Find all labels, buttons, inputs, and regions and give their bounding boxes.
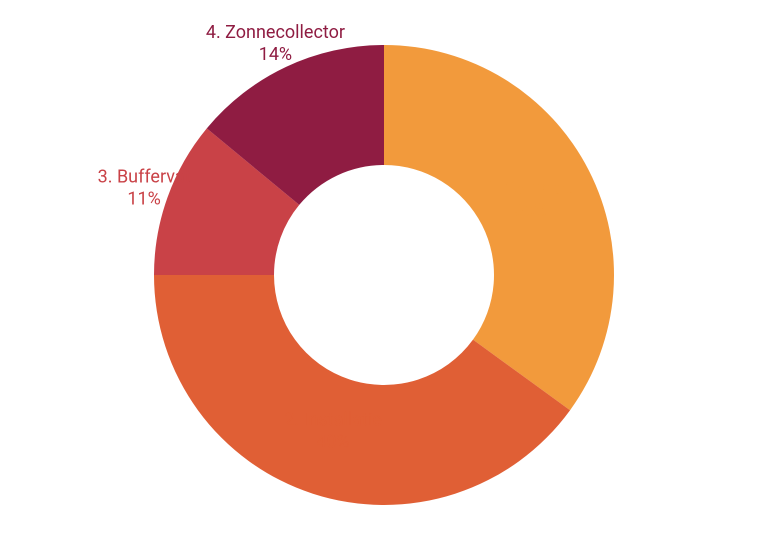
slice-pct-3: 11%: [127, 188, 160, 209]
slice-pct-2: 40%: [316, 432, 349, 453]
donut-svg: 1. Cv-haard35% 2. Installatie40% 3. Buffer…: [0, 0, 768, 550]
slice-pct-4: 14%: [259, 44, 292, 65]
donut-chart: 1. Cv-haard35% 2. Installatie40% 3. Buffer…: [0, 0, 768, 550]
slice-label-4: 4. Zonnecollector: [206, 22, 345, 43]
slice-pct-1: 35%: [514, 200, 547, 221]
slice-label-3: 3. Buffervat: [98, 166, 191, 187]
slice-label-2: 2. Installatie: [284, 410, 382, 431]
slice-label-1: 1. Cv-haard: [486, 178, 576, 199]
